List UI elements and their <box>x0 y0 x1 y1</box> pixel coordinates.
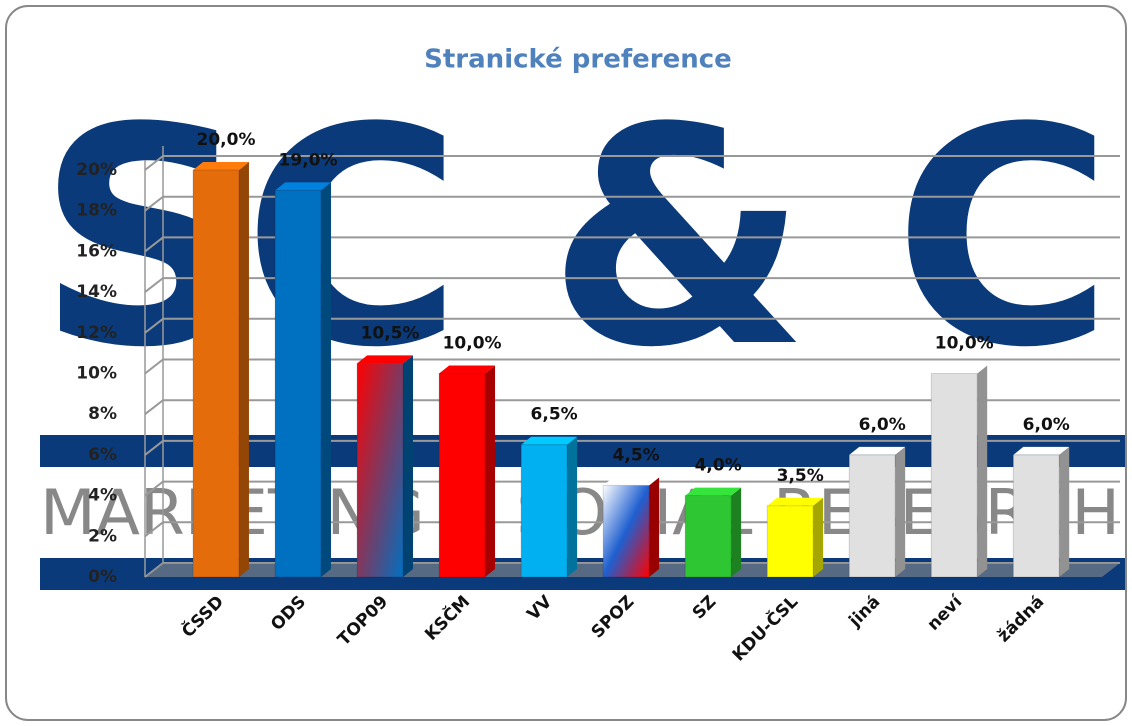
bar-side <box>403 355 414 577</box>
grid-line <box>144 317 1120 334</box>
y-tick-label: 4% <box>88 486 117 506</box>
y-tick-label: 6% <box>88 445 117 465</box>
bar <box>930 373 978 578</box>
grid-line <box>144 236 1120 253</box>
bar-top <box>849 446 906 455</box>
value-label: 6,5% <box>531 405 578 425</box>
bar-top <box>275 182 331 191</box>
bar-side <box>1059 446 1070 577</box>
value-label: 19,0% <box>279 150 338 170</box>
bar <box>684 495 732 578</box>
grid-line <box>144 358 1120 375</box>
bar-side <box>977 365 988 577</box>
grid-line <box>144 277 1120 293</box>
bar-top <box>685 487 742 496</box>
value-label: 10,0% <box>935 334 994 354</box>
grid-line <box>144 439 1120 456</box>
y-tick-label: 8% <box>88 404 117 424</box>
bar-top <box>439 365 496 374</box>
bar-top <box>521 436 578 445</box>
bar-top <box>1013 446 1070 455</box>
bar-side <box>895 446 906 577</box>
value-label: 4,5% <box>613 445 660 465</box>
y-tick-label: 18% <box>76 201 117 221</box>
value-label: 3,5% <box>777 466 824 486</box>
y-tick-label: 16% <box>76 241 117 261</box>
chart-title: Stranické preference <box>424 45 732 75</box>
bar <box>1012 454 1060 578</box>
value-label: 20,0% <box>197 130 256 150</box>
bar-side <box>649 477 660 577</box>
grid-line <box>144 480 1120 497</box>
bar <box>520 444 568 578</box>
bar <box>438 373 486 578</box>
bar-side <box>731 487 742 577</box>
bar-top <box>193 162 249 170</box>
bar <box>192 169 240 578</box>
bar-top <box>357 355 414 364</box>
bar-side <box>320 182 331 577</box>
bar-side <box>485 365 496 577</box>
grid-line <box>144 399 1120 415</box>
bar <box>602 484 650 578</box>
bar-side <box>567 436 578 577</box>
bar <box>274 189 322 578</box>
bar-side <box>238 162 249 577</box>
bar-side <box>813 497 824 577</box>
grid-line <box>144 155 1120 171</box>
grid-line <box>144 195 1120 212</box>
y-tick-label: 2% <box>88 526 117 546</box>
y-tick-label: 0% <box>88 567 117 587</box>
value-label: 6,0% <box>859 415 906 435</box>
bar-top <box>603 477 660 486</box>
value-label: 10,0% <box>443 334 502 354</box>
y-tick-label: 14% <box>76 282 117 302</box>
value-label: 6,0% <box>1023 415 1070 435</box>
bar <box>848 454 896 578</box>
value-label: 10,5% <box>361 323 420 343</box>
y-tick-label: 10% <box>76 364 117 384</box>
y-tick-label: 12% <box>76 323 117 343</box>
bar-top <box>767 497 824 506</box>
y-tick-label: 20% <box>76 160 117 180</box>
bar <box>356 362 404 578</box>
value-label: 4,0% <box>695 456 742 476</box>
bar-top <box>931 365 988 374</box>
bar <box>766 505 814 578</box>
